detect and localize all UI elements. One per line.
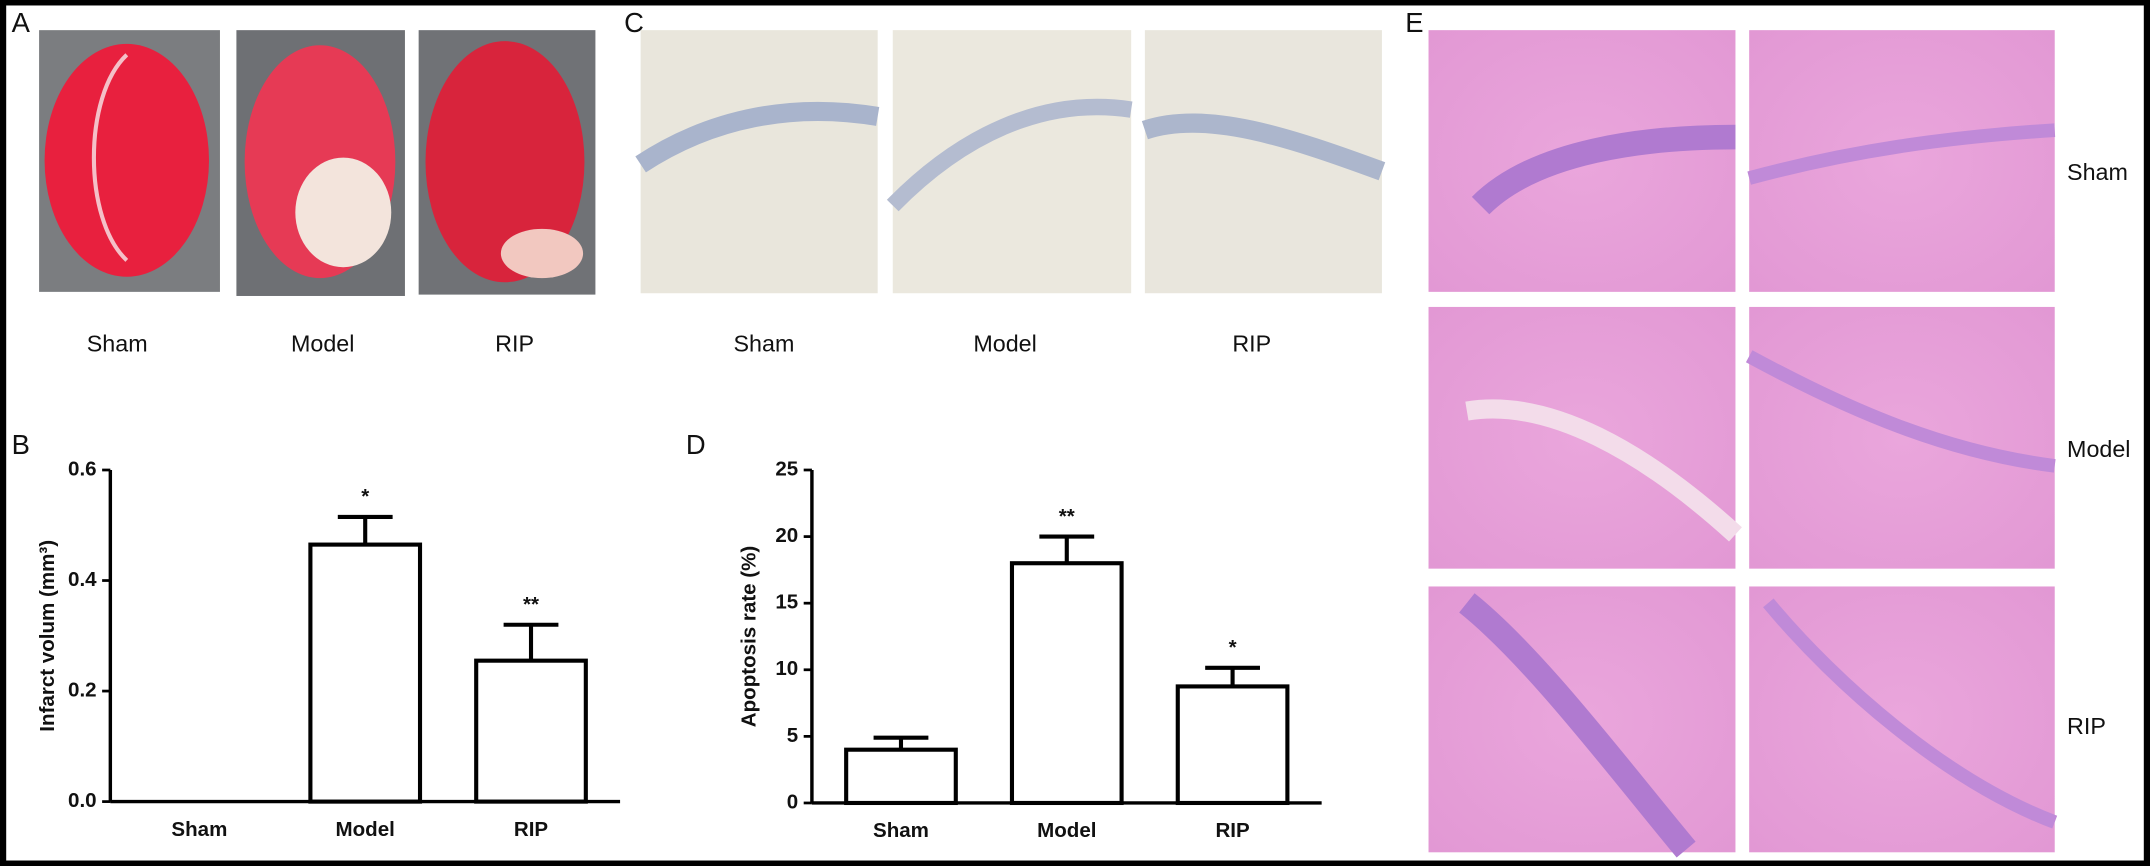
slice-detail xyxy=(91,53,129,262)
y-tick-label: 5 xyxy=(787,724,798,747)
x-tick-label: Model xyxy=(1037,819,1096,842)
panel-label: D xyxy=(686,429,706,460)
y-axis-title: Infarct volum (mm³) xyxy=(36,540,59,732)
y-tick-label: 15 xyxy=(775,591,798,614)
bar xyxy=(308,542,423,804)
panel-e-photos xyxy=(1428,30,2058,858)
cell-layer xyxy=(1763,598,2058,829)
y-tick-label: 20 xyxy=(775,524,798,547)
photo xyxy=(640,30,878,294)
panel-label: C xyxy=(624,7,644,38)
cell-layer xyxy=(1745,350,2056,473)
significance: ** xyxy=(523,593,539,616)
photo-caption: Model xyxy=(973,330,1036,356)
photo-caption: Model xyxy=(291,330,354,356)
y-tick-label: 0.4 xyxy=(68,568,97,591)
x-tick-label: Sham xyxy=(873,819,929,842)
panel-label: E xyxy=(1405,7,1423,38)
cell-layer xyxy=(635,101,880,173)
infarct xyxy=(500,228,584,279)
y-tick-label: 10 xyxy=(775,657,798,680)
x-tick-label: Model xyxy=(336,818,395,841)
x-tick-label: RIP xyxy=(1215,819,1249,842)
cell-layer xyxy=(1141,113,1386,181)
x-tick-label: Sham xyxy=(171,818,227,841)
y-tick-label: 0.0 xyxy=(68,789,97,812)
significance: * xyxy=(361,485,369,508)
photo-caption: Sham xyxy=(734,330,795,356)
panel-c-photos xyxy=(635,30,1386,294)
photo-caption: Sham xyxy=(87,330,148,356)
y-tick-label: 0.2 xyxy=(68,678,97,701)
row-label: Model xyxy=(2067,436,2130,462)
bar xyxy=(1175,684,1290,806)
y-tick-label: 25 xyxy=(775,457,798,480)
significance: ** xyxy=(1059,505,1075,528)
y-axis-title: Apoptosis rate (%) xyxy=(738,546,761,728)
row-label: Sham xyxy=(2067,159,2128,185)
photo xyxy=(892,30,1132,294)
photo-caption: RIP xyxy=(495,330,534,356)
bar xyxy=(474,658,588,804)
slice xyxy=(425,41,585,283)
tissue-gap xyxy=(1465,399,1742,542)
bar xyxy=(844,747,958,806)
slice xyxy=(44,43,209,277)
cell-layer xyxy=(1747,123,2056,185)
panel-label: A xyxy=(12,7,31,38)
cell-layer xyxy=(886,98,1133,212)
photo xyxy=(1749,306,2055,569)
y-tick-label: 0 xyxy=(787,790,798,813)
row-label: RIP xyxy=(2067,713,2106,739)
panel-label: B xyxy=(12,429,30,460)
significance: * xyxy=(1229,636,1237,659)
bar xyxy=(1009,561,1124,806)
photo-caption: RIP xyxy=(1232,330,1271,356)
cell-layer xyxy=(1459,593,1696,858)
cell-layer xyxy=(1471,124,1736,215)
x-tick-label: RIP xyxy=(514,818,548,841)
y-tick-label: 0.6 xyxy=(68,457,97,480)
panel-a-photos xyxy=(39,30,596,296)
infarct xyxy=(295,157,392,268)
